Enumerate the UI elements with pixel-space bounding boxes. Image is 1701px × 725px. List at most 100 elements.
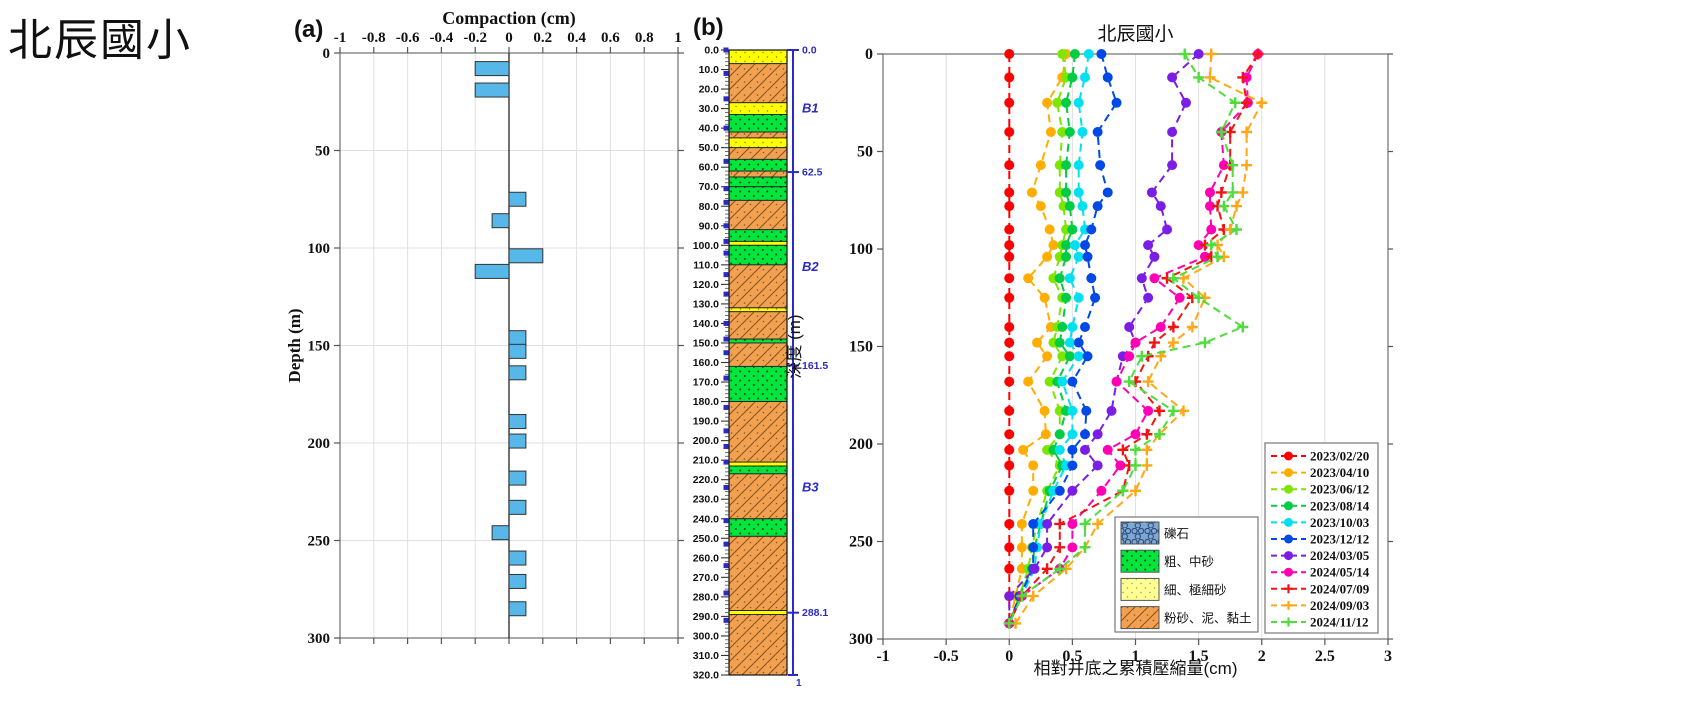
- x-tick-label: -0.5: [933, 648, 958, 665]
- data-point: [1102, 72, 1113, 83]
- data-point: [1004, 376, 1015, 387]
- x-tick-label: 3: [1384, 648, 1392, 665]
- data-point: [1215, 126, 1227, 138]
- compaction-bar: [508, 550, 527, 566]
- data-point: [1044, 376, 1055, 387]
- data-point: [1004, 187, 1015, 198]
- data-point: [1141, 428, 1153, 440]
- data-point: [1028, 460, 1039, 471]
- depth-tick-label: 310.0: [693, 650, 719, 662]
- legend-date-label: 2023/04/10: [1310, 465, 1369, 480]
- data-point: [1143, 240, 1154, 251]
- data-point: [1061, 292, 1072, 303]
- litho-layer-silt_clay: [728, 473, 788, 520]
- data-point: [1124, 322, 1135, 332]
- data-point: [1124, 351, 1135, 362]
- data-point: [1073, 160, 1084, 171]
- depth-tick-label: 320.0: [693, 670, 719, 682]
- y-tick-label: 250: [849, 534, 873, 551]
- legend-marker: [1284, 517, 1293, 527]
- data-point: [1227, 159, 1239, 171]
- data-point: [1067, 485, 1078, 496]
- anchor-marker: [723, 459, 729, 465]
- depth-tick-label: 190.0: [693, 416, 719, 428]
- data-point: [1086, 224, 1097, 235]
- data-point: [1064, 201, 1075, 212]
- data-point: [1048, 240, 1059, 251]
- data-point: [1057, 127, 1068, 137]
- data-point: [1082, 251, 1093, 262]
- data-point: [1162, 224, 1173, 235]
- anchor-marker: [723, 199, 729, 205]
- compaction-bar: [474, 82, 510, 98]
- anchor-marker: [723, 541, 729, 547]
- data-point: [1167, 272, 1179, 284]
- anchor-marker: [723, 428, 729, 434]
- data-point: [1067, 405, 1078, 416]
- data-point: [1003, 617, 1015, 629]
- data-point: [1143, 292, 1154, 303]
- data-point: [1057, 376, 1068, 387]
- y-tick-label: 200: [849, 436, 873, 453]
- data-point: [1092, 429, 1103, 440]
- data-point: [1077, 201, 1088, 212]
- data-point: [1237, 71, 1249, 83]
- page-title: 北辰國小: [8, 16, 192, 65]
- depth-tick-label: 170.0: [693, 377, 719, 389]
- data-point: [1237, 321, 1249, 333]
- depth-tick-label: 140.0: [693, 318, 719, 330]
- data-point: [1004, 563, 1015, 574]
- data-point: [1123, 376, 1135, 388]
- anchor-marker: [723, 223, 729, 229]
- depth-tick-label: 20.0: [699, 84, 720, 96]
- data-point: [1155, 322, 1166, 332]
- depth-tick-label: 250.0: [693, 533, 719, 545]
- litho-layer-silt_clay: [728, 342, 788, 367]
- data-point: [1092, 460, 1103, 471]
- data-point: [1252, 48, 1264, 60]
- data-point: [1090, 292, 1101, 303]
- data-point: [1039, 292, 1050, 303]
- legend-label: 粗、中砂: [1164, 554, 1214, 569]
- anchor-marker: [723, 125, 729, 131]
- depth-tick-label: 240.0: [693, 513, 719, 525]
- data-point: [1136, 273, 1147, 284]
- data-point: [1111, 376, 1122, 387]
- x-tick-label: -0.6: [396, 30, 420, 46]
- y-tick-label: 250: [308, 534, 331, 550]
- y-tick-label: 100: [308, 241, 331, 257]
- bottom-label: 1: [796, 678, 802, 689]
- data-point: [1167, 321, 1179, 333]
- legend-date-label: 2024/11/12: [1310, 615, 1369, 630]
- anchor-marker: [723, 336, 729, 342]
- litho-layer-silt_clay: [728, 131, 788, 139]
- anchor-marker: [723, 443, 729, 449]
- data-point: [1069, 49, 1080, 59]
- compaction-bar: [508, 414, 527, 430]
- x-tick-label: 2.5: [1315, 648, 1335, 665]
- y-tick-label: 150: [308, 339, 331, 355]
- data-point: [1004, 460, 1015, 471]
- litho-layer-silt_clay: [728, 63, 788, 104]
- anchor-marker: [723, 320, 729, 326]
- compaction-bar: [508, 433, 527, 449]
- data-point: [1231, 200, 1242, 212]
- data-point: [1004, 97, 1015, 108]
- data-point: [1067, 444, 1078, 455]
- x-tick-label: 1.5: [1189, 648, 1209, 665]
- anchor-marker: [723, 617, 729, 623]
- litho-layer-fine_sand: [728, 49, 788, 65]
- legend-date-label: 2023/02/20: [1310, 449, 1369, 464]
- data-point: [1054, 444, 1065, 455]
- data-point: [1004, 201, 1015, 212]
- data-point: [1061, 240, 1072, 251]
- data-point: [1241, 126, 1253, 138]
- legend-date-label: 2023/10/03: [1310, 515, 1370, 530]
- data-point: [1179, 48, 1191, 60]
- data-point: [1042, 251, 1053, 262]
- legend-date-label: 2024/03/05: [1310, 548, 1370, 563]
- data-point: [1080, 444, 1090, 455]
- data-point: [1004, 251, 1015, 262]
